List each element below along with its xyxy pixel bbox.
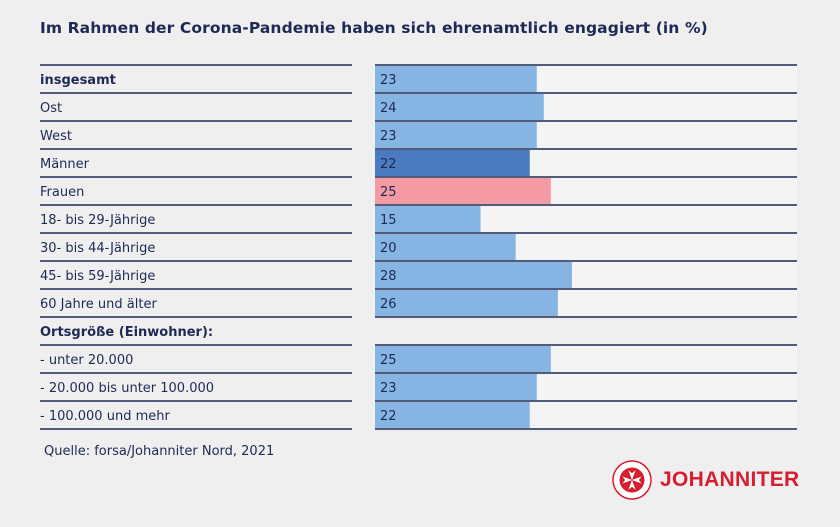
- bar-value-label: 23: [380, 73, 397, 88]
- bar-value-label: 24: [380, 101, 397, 116]
- bar: [375, 374, 537, 400]
- maltese-cross-emblem-icon: [612, 460, 652, 500]
- bar: [375, 234, 516, 260]
- bar: [375, 402, 530, 428]
- bar-value-label: 15: [380, 213, 397, 228]
- chart-title: Im Rahmen der Corona-Pandemie haben sich…: [40, 19, 708, 37]
- category-label: insgesamt: [40, 73, 116, 88]
- bar-value-label: 22: [380, 157, 397, 172]
- bar-value-label: 22: [380, 409, 397, 424]
- bar: [375, 66, 537, 92]
- bar-value-label: 20: [380, 241, 397, 256]
- bar: [375, 290, 558, 316]
- category-label: 18- bis 29-Jährige: [40, 213, 155, 228]
- bar: [375, 346, 551, 372]
- bar-value-label: 23: [380, 381, 397, 396]
- logo-wordmark: JOHANNITER: [660, 468, 800, 491]
- category-label: 60 Jahre und älter: [40, 297, 157, 312]
- category-label: 30- bis 44-Jährige: [40, 241, 155, 256]
- bar-value-label: 28: [380, 269, 397, 284]
- category-label: Frauen: [40, 185, 84, 200]
- bar: [375, 206, 481, 232]
- category-label: Ortsgröße (Einwohner):: [40, 325, 213, 340]
- source-note: Quelle: forsa/Johanniter Nord, 2021: [44, 444, 275, 459]
- category-label: West: [40, 129, 72, 144]
- bar-value-label: 25: [380, 353, 397, 368]
- johanniter-logo: JOHANNITER: [612, 460, 800, 500]
- bar: [375, 262, 572, 288]
- category-label: - unter 20.000: [40, 353, 133, 368]
- bar-value-label: 23: [380, 129, 397, 144]
- bar: [375, 178, 551, 204]
- category-label: Männer: [40, 157, 90, 172]
- bar: [375, 122, 537, 148]
- category-label: 45- bis 59-Jährige: [40, 269, 155, 284]
- category-label: - 20.000 bis unter 100.000: [40, 381, 214, 396]
- bar-chart: 23 insgesamt 24 Ost 23 West 22 Männer 25 Frauen 15…: [40, 64, 797, 430]
- bar-value-label: 26: [380, 297, 397, 312]
- category-label: Ost: [40, 101, 62, 116]
- category-label: - 100.000 und mehr: [40, 409, 170, 424]
- bar: [375, 150, 530, 176]
- bar: [375, 94, 544, 120]
- bar-value-label: 25: [380, 185, 397, 200]
